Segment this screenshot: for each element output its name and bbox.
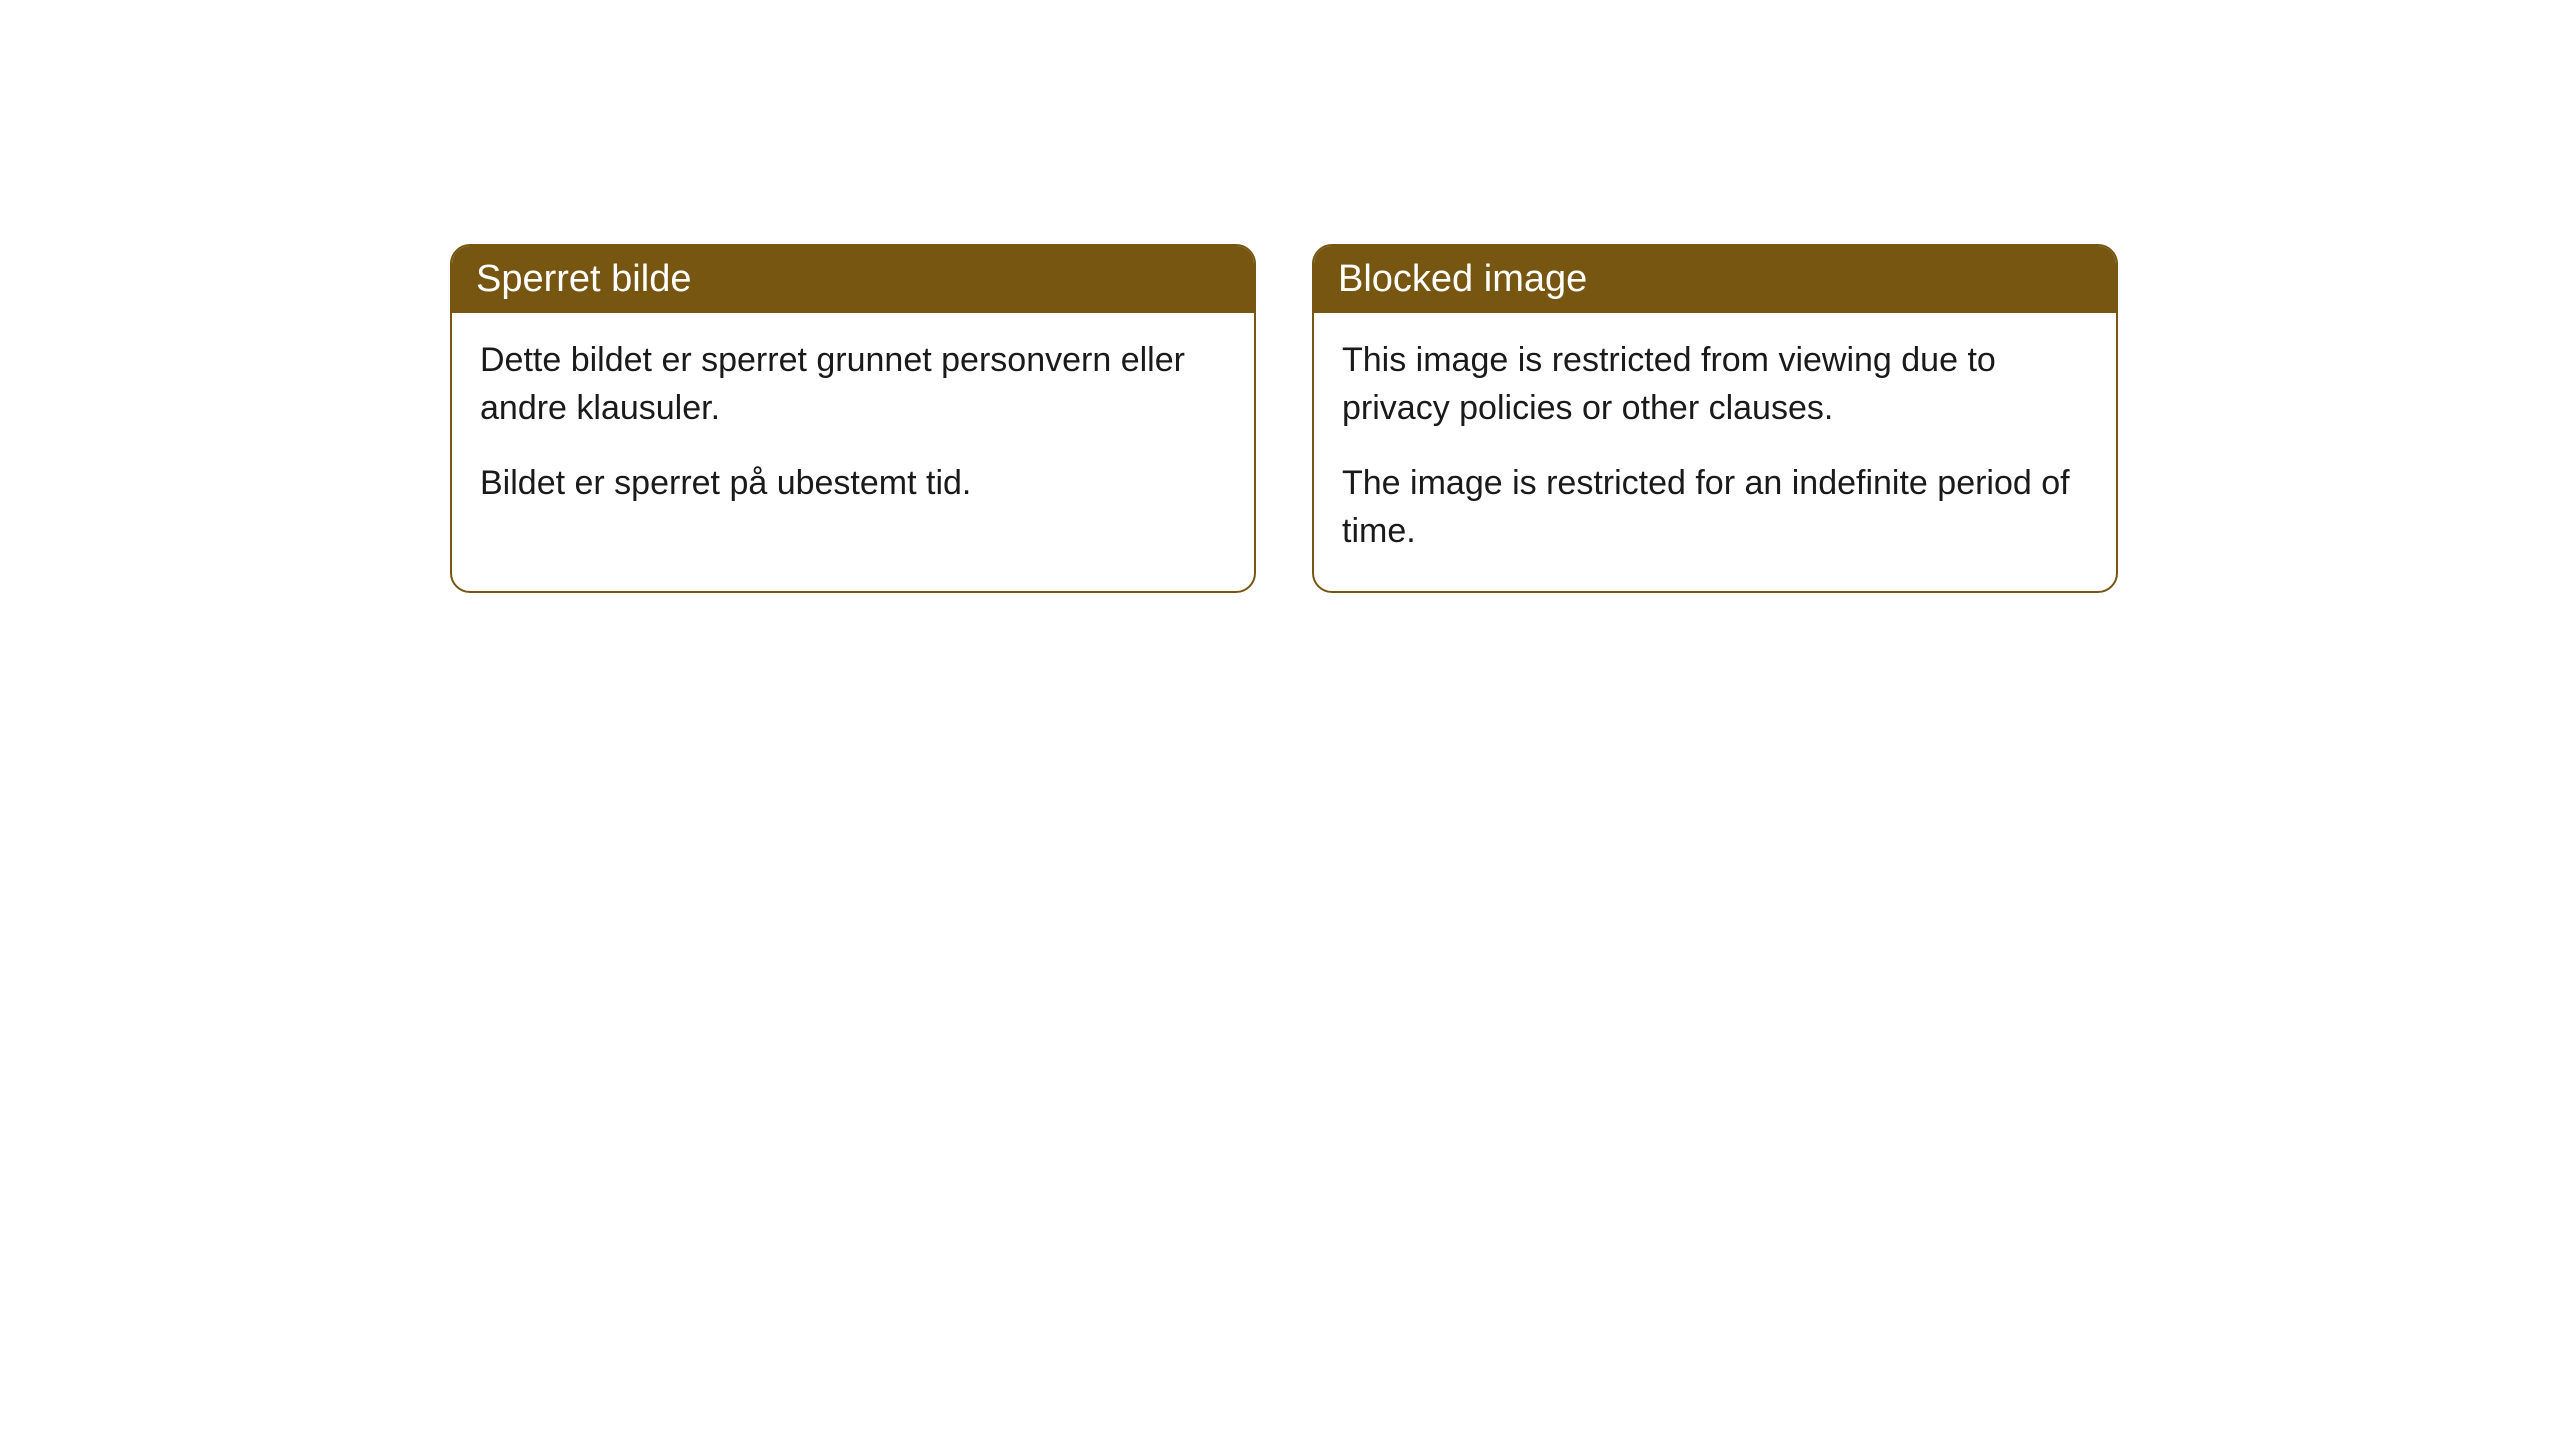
card-title-no: Sperret bilde xyxy=(452,246,1254,313)
blocked-image-card-en: Blocked image This image is restricted f… xyxy=(1312,244,2118,593)
card-body-no-para2: Bildet er sperret på ubestemt tid. xyxy=(480,460,1226,508)
card-body-en: This image is restricted from viewing du… xyxy=(1314,313,2116,591)
card-body-en-para2: The image is restricted for an indefinit… xyxy=(1342,460,2088,555)
card-body-no-para1: Dette bildet er sperret grunnet personve… xyxy=(480,337,1226,432)
blocked-image-card-no: Sperret bilde Dette bildet er sperret gr… xyxy=(450,244,1256,593)
card-body-en-para1: This image is restricted from viewing du… xyxy=(1342,337,2088,432)
card-title-en: Blocked image xyxy=(1314,246,2116,313)
card-body-no: Dette bildet er sperret grunnet personve… xyxy=(452,313,1254,544)
notice-container: Sperret bilde Dette bildet er sperret gr… xyxy=(0,0,2560,593)
